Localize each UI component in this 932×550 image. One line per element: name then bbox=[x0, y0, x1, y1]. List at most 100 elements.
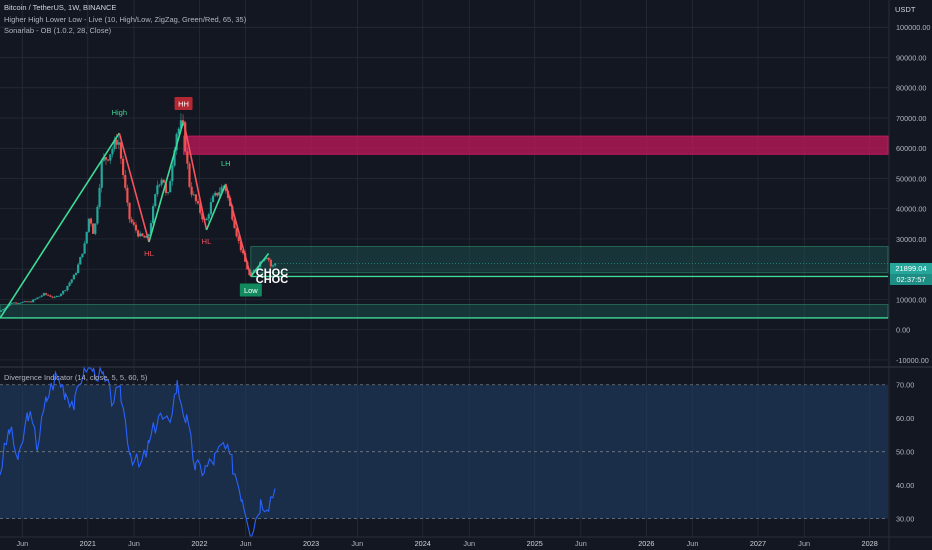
zigzag-label-low: Low bbox=[244, 286, 258, 295]
candle-body bbox=[269, 259, 272, 267]
price-axis-label: 30000.00 bbox=[896, 235, 926, 244]
time-axis-label: Jun bbox=[798, 539, 810, 548]
candle-body bbox=[21, 301, 24, 303]
candle-body bbox=[72, 274, 75, 280]
candle-body bbox=[145, 236, 148, 238]
candle-body bbox=[117, 142, 120, 145]
candle-body bbox=[100, 160, 103, 188]
time-axis-label: Jun bbox=[128, 539, 140, 548]
candle-body bbox=[177, 128, 180, 134]
candle-body bbox=[89, 218, 93, 224]
indicator-legend-hhll[interactable]: Higher High Lower Low - Live (10, High/L… bbox=[4, 15, 247, 24]
zigzag-segment bbox=[182, 120, 208, 231]
candle-body bbox=[166, 192, 170, 194]
candle-body bbox=[66, 285, 69, 291]
price-axis-label: -10000.00 bbox=[896, 356, 929, 365]
candle-body bbox=[113, 139, 116, 149]
candle-body bbox=[216, 192, 219, 196]
candle-body bbox=[190, 186, 193, 195]
candle-body bbox=[98, 187, 101, 207]
zigzag-segment bbox=[205, 183, 227, 231]
rsi-axis-label: 30.00 bbox=[896, 515, 914, 524]
candle-body bbox=[83, 243, 86, 254]
candle-body bbox=[128, 202, 131, 220]
candle-body bbox=[196, 201, 200, 204]
candle-body bbox=[0, 310, 3, 312]
time-axis-label: 2025 bbox=[527, 539, 543, 548]
candle-body bbox=[201, 212, 204, 220]
candle-body bbox=[64, 290, 67, 291]
zigzag-segment bbox=[148, 120, 185, 243]
candle-body bbox=[38, 296, 41, 298]
price-axis-label: 50000.00 bbox=[896, 174, 926, 183]
candle-body bbox=[194, 194, 198, 202]
candle-body bbox=[143, 236, 146, 238]
candle-body bbox=[151, 206, 155, 224]
candle-body bbox=[34, 298, 37, 300]
candle-body bbox=[250, 272, 253, 276]
candle-body bbox=[44, 293, 48, 295]
zigzag-label-hh: HH bbox=[178, 99, 189, 108]
choc-annotation: CHOC bbox=[256, 274, 288, 286]
zigzag-segment bbox=[118, 132, 150, 243]
time-axis-label: 2024 bbox=[415, 539, 431, 548]
candle-body bbox=[199, 203, 202, 213]
low-label-box bbox=[239, 283, 262, 297]
candle-body bbox=[274, 263, 277, 266]
price-axis-label: 60000.00 bbox=[896, 144, 926, 153]
candle-body bbox=[2, 309, 5, 311]
candle-body bbox=[147, 234, 150, 237]
candle-body bbox=[94, 223, 97, 234]
candle-body bbox=[160, 179, 163, 185]
candle-body bbox=[102, 157, 105, 161]
candle-body bbox=[81, 253, 84, 258]
candle-body bbox=[265, 257, 268, 260]
candle-body bbox=[49, 295, 52, 297]
candle-body bbox=[164, 182, 168, 193]
rsi-axis-label: 60.00 bbox=[896, 414, 914, 423]
indicator-legend-sonarlab-ob[interactable]: Sonarlab - OB (1.0.2, 28, Close) bbox=[4, 26, 112, 35]
candle-body bbox=[77, 264, 80, 274]
candle-body bbox=[104, 157, 108, 160]
price-axis-label: 10000.00 bbox=[896, 295, 926, 304]
candle-body bbox=[79, 257, 82, 265]
candle-body bbox=[29, 301, 33, 303]
zigzag-label-lh: LH bbox=[221, 159, 231, 168]
time-axis-label: 2022 bbox=[191, 539, 207, 548]
candle-body bbox=[87, 218, 90, 232]
rsi-axis-label: 70.00 bbox=[896, 381, 914, 390]
zigzag-label-high: High bbox=[112, 108, 127, 117]
candle-body bbox=[158, 184, 161, 186]
candle-body bbox=[19, 302, 22, 304]
candle-body bbox=[47, 294, 50, 296]
indicator-legend-divergence[interactable]: Divergence Indicator (14, close, 5, 5, 6… bbox=[4, 373, 148, 382]
candle-body bbox=[162, 179, 165, 183]
candle-body bbox=[115, 139, 118, 145]
candle-body bbox=[74, 273, 78, 275]
candle-body bbox=[154, 194, 157, 207]
candle-body bbox=[12, 302, 16, 304]
zigzag-segment bbox=[250, 252, 270, 277]
candle-body bbox=[10, 303, 13, 305]
candle-body bbox=[267, 257, 270, 260]
candle-body bbox=[14, 302, 18, 304]
candle-body bbox=[205, 218, 208, 221]
candle-body bbox=[220, 187, 223, 193]
candle-body bbox=[173, 150, 176, 166]
currency-label: USDT bbox=[895, 5, 916, 14]
candle-body bbox=[231, 206, 234, 220]
candle-body bbox=[139, 233, 142, 237]
candle-body bbox=[109, 154, 112, 161]
time-axis-label: Jun bbox=[575, 539, 587, 548]
candle-body bbox=[107, 159, 110, 161]
price-axis-label: 100000.00 bbox=[896, 23, 931, 32]
candle-body bbox=[184, 122, 187, 152]
candle-body bbox=[51, 296, 54, 298]
time-axis-label: 2028 bbox=[862, 539, 878, 548]
price-axis-label: 70000.00 bbox=[896, 114, 926, 123]
time-axis-label: Jun bbox=[240, 539, 252, 548]
price-axis-label: 80000.00 bbox=[896, 84, 926, 93]
candle-body bbox=[179, 120, 183, 129]
time-axis-label: 2027 bbox=[750, 539, 766, 548]
